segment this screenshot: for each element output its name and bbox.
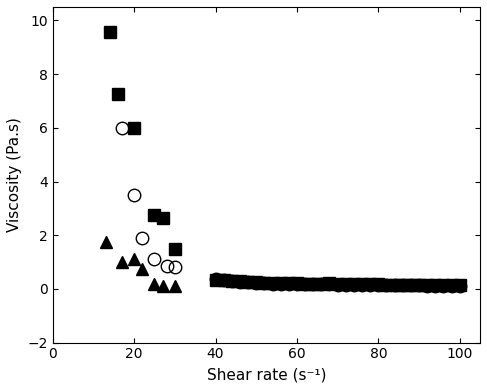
X-axis label: Shear rate (s⁻¹): Shear rate (s⁻¹)	[206, 367, 326, 382]
Y-axis label: Viscosity (Pa.s): Viscosity (Pa.s)	[7, 117, 22, 232]
